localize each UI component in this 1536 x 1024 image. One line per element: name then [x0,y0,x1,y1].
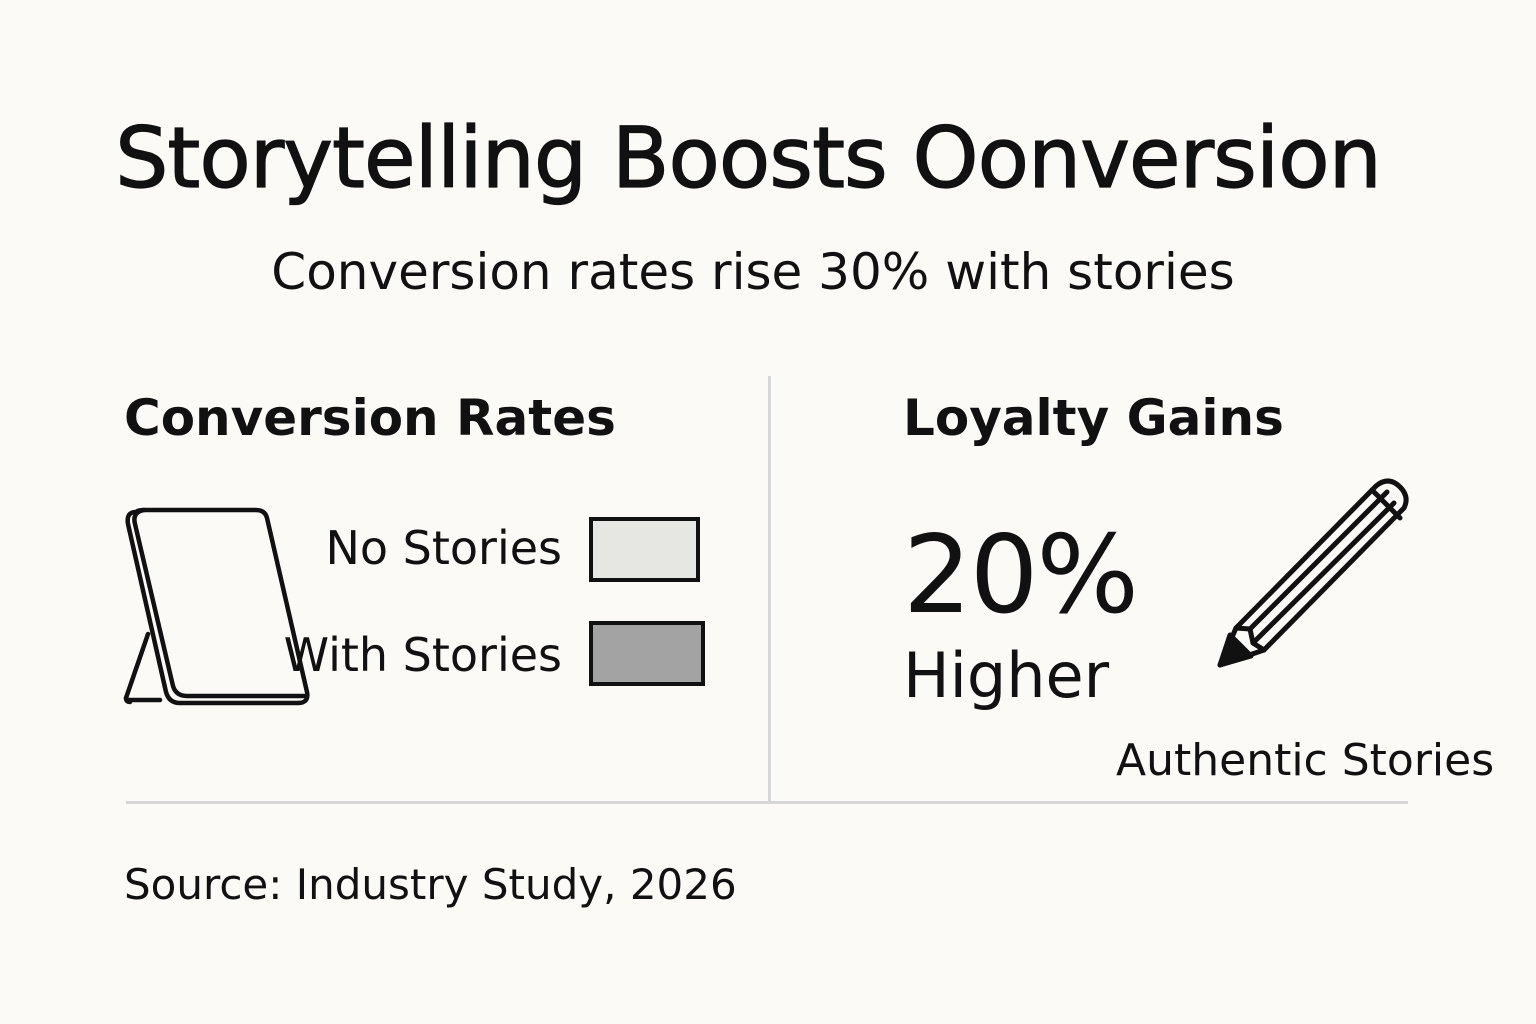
page-subtitle: Conversion rates rise 30% with stories [271,243,1235,301]
legend-swatch-no-stories [589,517,700,582]
legend-swatch-with-stories [589,621,705,686]
pencil-caption: Authentic Stories [1116,735,1495,786]
pencil-icon [1217,478,1409,668]
conversion-rates-heading: Conversion Rates [124,389,616,447]
loyalty-stat-value: 20% [903,513,1139,638]
loyalty-stat-caption: Higher [903,639,1110,712]
loyalty-gains-heading: Loyalty Gains [903,389,1284,447]
horizontal-divider [126,801,1408,804]
legend-label-no-stories: No Stories [325,521,562,575]
tablet-icon [123,507,310,706]
legend-label-with-stories: With Stories [283,628,562,682]
source-note: Source: Industry Study, 2026 [124,860,737,909]
page-title: Storytelling Boosts Oonversion [115,108,1383,207]
vertical-divider [768,376,771,802]
